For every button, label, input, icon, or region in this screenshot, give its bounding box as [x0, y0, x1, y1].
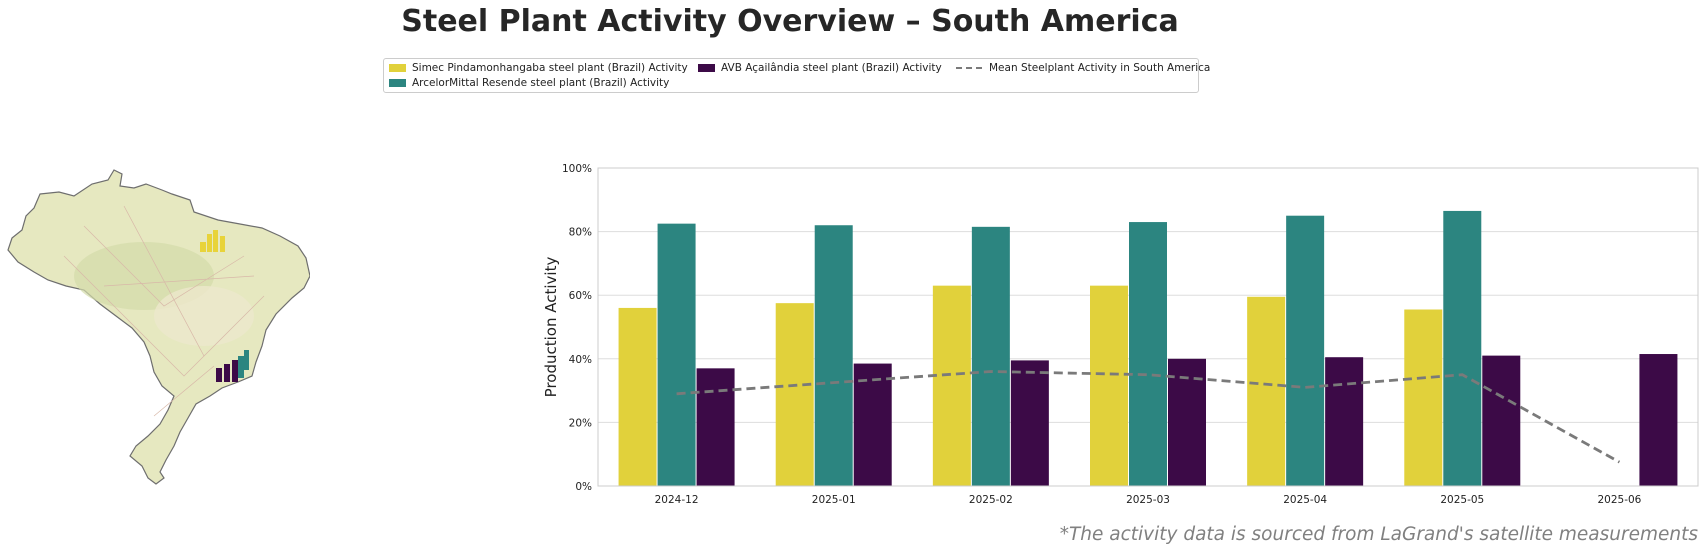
x-tick-label: 2025-04 — [1283, 494, 1327, 506]
bar-arcelor — [814, 225, 853, 487]
bars — [618, 210, 1678, 487]
plant-markers-se — [216, 350, 249, 382]
x-tick-label: 2025-01 — [812, 494, 856, 506]
bar-avb — [1010, 360, 1049, 486]
bar-avb — [1482, 355, 1521, 486]
legend-item-mean: Mean Steelplant Activity in South Americ… — [956, 62, 1210, 74]
bar-simec — [618, 307, 657, 486]
bar-avb — [1325, 357, 1364, 486]
legend-swatch-arcelor — [389, 79, 406, 87]
bar-arcelor — [1443, 210, 1482, 486]
bar-simec — [1090, 285, 1128, 486]
plot-frame — [597, 167, 1699, 487]
mean-line — [676, 370, 1621, 464]
bar-simec — [1404, 309, 1443, 486]
brazil-map — [4, 166, 311, 486]
bar-arcelor — [657, 223, 696, 486]
bar-arcelor — [1286, 215, 1325, 486]
bar-avb — [853, 363, 892, 486]
legend-item-avb: AVB Açailândia steel plant (Brazil) Acti… — [698, 62, 942, 74]
y-tick-label: 40% — [569, 354, 592, 366]
bar-simec — [1247, 296, 1286, 486]
x-tick-label: 2024-12 — [655, 494, 699, 506]
y-tick-label: 60% — [569, 290, 592, 302]
y-tick-labels: 0% 20% 40% 60% 80% 100% — [562, 163, 592, 493]
chart-title: Steel Plant Activity Overview – South Am… — [401, 4, 1179, 39]
legend-label-simec: Simec Pindamonhangaba steel plant (Brazi… — [412, 62, 688, 74]
bar-simec — [932, 285, 971, 486]
legend-swatch-mean — [956, 67, 982, 69]
bar-avb — [1639, 354, 1678, 486]
road-lines — [63, 205, 265, 417]
x-tick-label: 2025-05 — [1440, 494, 1484, 506]
legend: Simec Pindamonhangaba steel plant (Brazi… — [383, 58, 1210, 93]
bar-arcelor — [971, 226, 1010, 486]
y-tick-label: 100% — [562, 163, 592, 175]
y-tick-label: 0% — [575, 481, 592, 493]
legend-label-avb: AVB Açailândia steel plant (Brazil) Acti… — [721, 62, 942, 74]
legend-item-arcelor: ArcelorMittal Resende steel plant (Brazi… — [389, 77, 669, 89]
legend-label-arcelor: ArcelorMittal Resende steel plant (Brazi… — [412, 77, 670, 89]
mean-line-group — [676, 370, 1621, 464]
x-tick-label: 2025-03 — [1126, 494, 1170, 506]
footnote: *The activity data is sourced from LaGra… — [1059, 524, 1698, 545]
bar-simec — [775, 303, 814, 486]
bar-arcelor — [1129, 222, 1167, 486]
legend-swatch-simec — [389, 64, 406, 72]
plant-markers-ne — [200, 230, 225, 252]
brazil-map-image — [7, 169, 311, 485]
bar-avb — [696, 368, 735, 486]
x-tick-labels: 2024-12 2025-01 2025-02 2025-03 2025-04 2025-… — [655, 494, 1642, 506]
y-axis-label: Production Activity — [542, 257, 560, 398]
y-tick-label: 80% — [569, 227, 592, 239]
x-tick-label: 2025-02 — [969, 494, 1013, 506]
legend-swatch-avb — [698, 64, 715, 72]
legend-item-simec: Simec Pindamonhangaba steel plant (Brazi… — [389, 62, 688, 74]
y-tick-label: 20% — [569, 417, 592, 429]
x-tick-label: 2025-06 — [1597, 494, 1641, 506]
legend-label-mean: Mean Steelplant Activity in South Americ… — [989, 62, 1211, 74]
